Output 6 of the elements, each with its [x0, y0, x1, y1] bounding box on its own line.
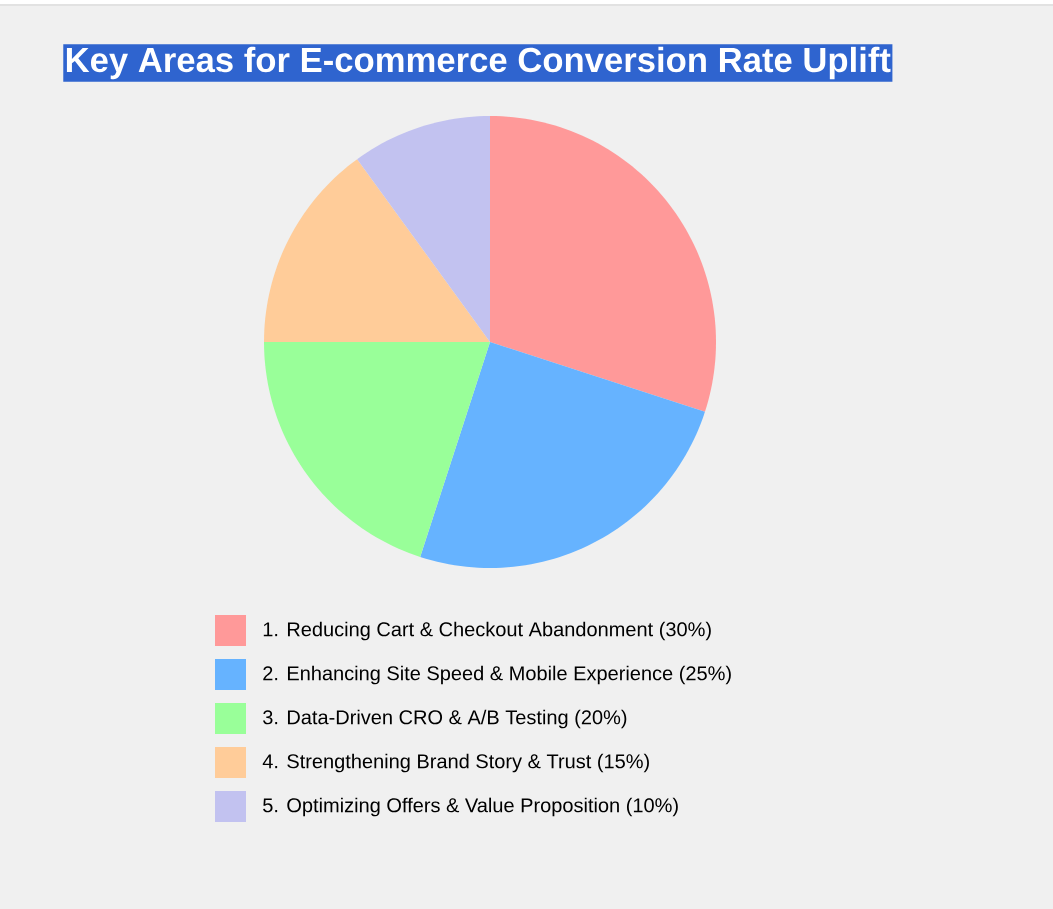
legend-label: 2. Enhancing Site Speed & Mobile Experience (25%): [263, 665, 731, 685]
legend-label: 3. Data-Driven CRO & A/B Testing (20%): [263, 709, 627, 729]
legend-label: 4. Strengthening Brand Story & Trust (15%): [262, 753, 649, 773]
chart-title: Key Areas for E-commerce Conversion Rate Uplift: [66, 46, 891, 80]
legend-label: 5. Optimizing Offers & Value Proposition (10%): [263, 797, 678, 817]
legend-label: 1. Reducing Cart & Checkout Abandonment (30%): [263, 621, 711, 641]
